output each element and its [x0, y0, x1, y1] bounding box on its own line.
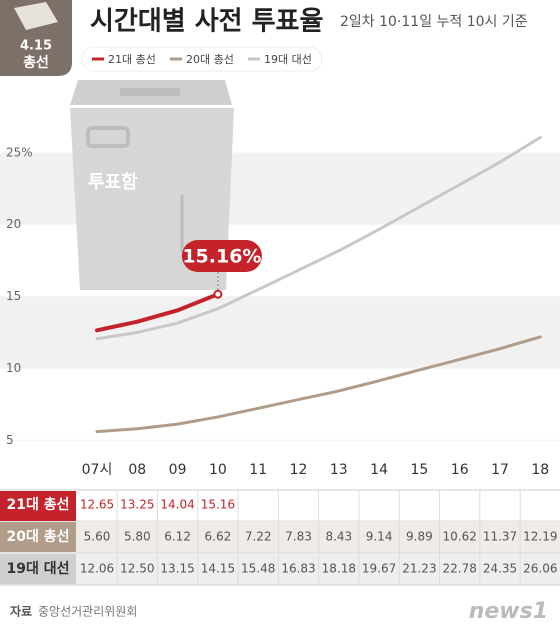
cell-value: 7.22	[245, 530, 272, 544]
cell-value: 5.60	[84, 530, 111, 544]
row-bg	[0, 490, 560, 521]
row-label-bg	[0, 491, 76, 521]
cell-value: 26.06	[523, 562, 557, 576]
cell-value: 12.19	[523, 530, 557, 544]
illustration-label: 투표함	[88, 171, 138, 193]
callout-text: 15.16%	[182, 246, 261, 268]
row-label-bg	[0, 522, 76, 552]
row-label-bg	[0, 554, 76, 584]
source-label: 자료	[10, 604, 32, 619]
cell-value: 18.18	[322, 562, 356, 576]
cell-value: 24.35	[483, 562, 517, 576]
x-tick-label: 12	[290, 462, 308, 478]
cell-value: 12.65	[80, 498, 114, 512]
cell-value: 9.14	[366, 530, 393, 544]
x-tick-label: 17	[491, 462, 509, 478]
row-label: 20대 총선	[7, 529, 70, 545]
cell-value: 5.80	[124, 530, 151, 544]
x-tick-label: 09	[169, 462, 187, 478]
end-marker	[213, 289, 223, 299]
cell-value: 14.04	[160, 498, 194, 512]
series-line	[95, 335, 542, 434]
series-line	[95, 292, 220, 333]
chart-title: 시간대별 사전 투표율	[90, 7, 323, 37]
legend-label: 20대 총선	[186, 53, 234, 66]
cell-value: 15.48	[241, 562, 275, 576]
cell-value: 16.83	[281, 562, 315, 576]
series-line	[95, 136, 542, 341]
cell-value: 15.16	[201, 498, 235, 512]
cell-value: 6.12	[164, 530, 191, 544]
y-tick-label: 20	[6, 217, 21, 231]
x-tick-label: 18	[531, 462, 549, 478]
cell-value: 12.06	[80, 562, 114, 576]
cell-value: 10.62	[443, 530, 477, 544]
x-tick-label: 10	[209, 462, 227, 478]
y-tick-label: 15	[6, 289, 21, 303]
cell-value: 22.78	[443, 562, 477, 576]
cell-value: 8.43	[325, 530, 352, 544]
cell-value: 14.15	[201, 562, 235, 576]
x-tick-label: 13	[330, 462, 348, 478]
x-tick-label: 11	[249, 462, 267, 478]
legend-box	[81, 46, 323, 72]
cell-value: 19.67	[362, 562, 396, 576]
row-label: 19대 대선	[7, 561, 70, 577]
grid-band	[0, 296, 560, 369]
y-tick-label: 25%	[6, 145, 33, 159]
x-tick-label: 14	[370, 462, 388, 478]
legend-label: 19대 대선	[264, 53, 312, 66]
chart-subtitle: 2일차 10·11일 누적 10시 기준	[340, 14, 528, 30]
x-tick-label: 15	[410, 462, 428, 478]
row-bg	[0, 521, 560, 553]
y-tick-label: 10	[6, 361, 21, 375]
row-label: 21대 총선	[7, 497, 70, 513]
cell-value: 13.15	[160, 562, 194, 576]
x-tick-label: 08	[128, 462, 146, 478]
logo: news1	[469, 599, 548, 624]
row-bg	[0, 553, 560, 585]
callout-box	[181, 240, 262, 272]
cell-value: 11.37	[483, 530, 517, 544]
badge-text: 4.15	[20, 39, 52, 54]
cell-value: 12.50	[120, 562, 154, 576]
cell-value: 13.25	[120, 498, 154, 512]
x-tick-label: 07시	[82, 462, 113, 478]
badge-text: 총선	[23, 55, 49, 71]
cell-value: 6.62	[205, 530, 232, 544]
cell-value: 21.23	[402, 562, 436, 576]
y-tick-label: 5	[6, 433, 14, 447]
cell-value: 7.83	[285, 530, 312, 544]
x-tick-label: 16	[451, 462, 469, 478]
source: 중앙선거관리위원회	[38, 605, 137, 619]
legend-label: 21대 총선	[108, 53, 156, 66]
badge-hand	[14, 2, 58, 30]
cell-value: 9.89	[406, 530, 433, 544]
